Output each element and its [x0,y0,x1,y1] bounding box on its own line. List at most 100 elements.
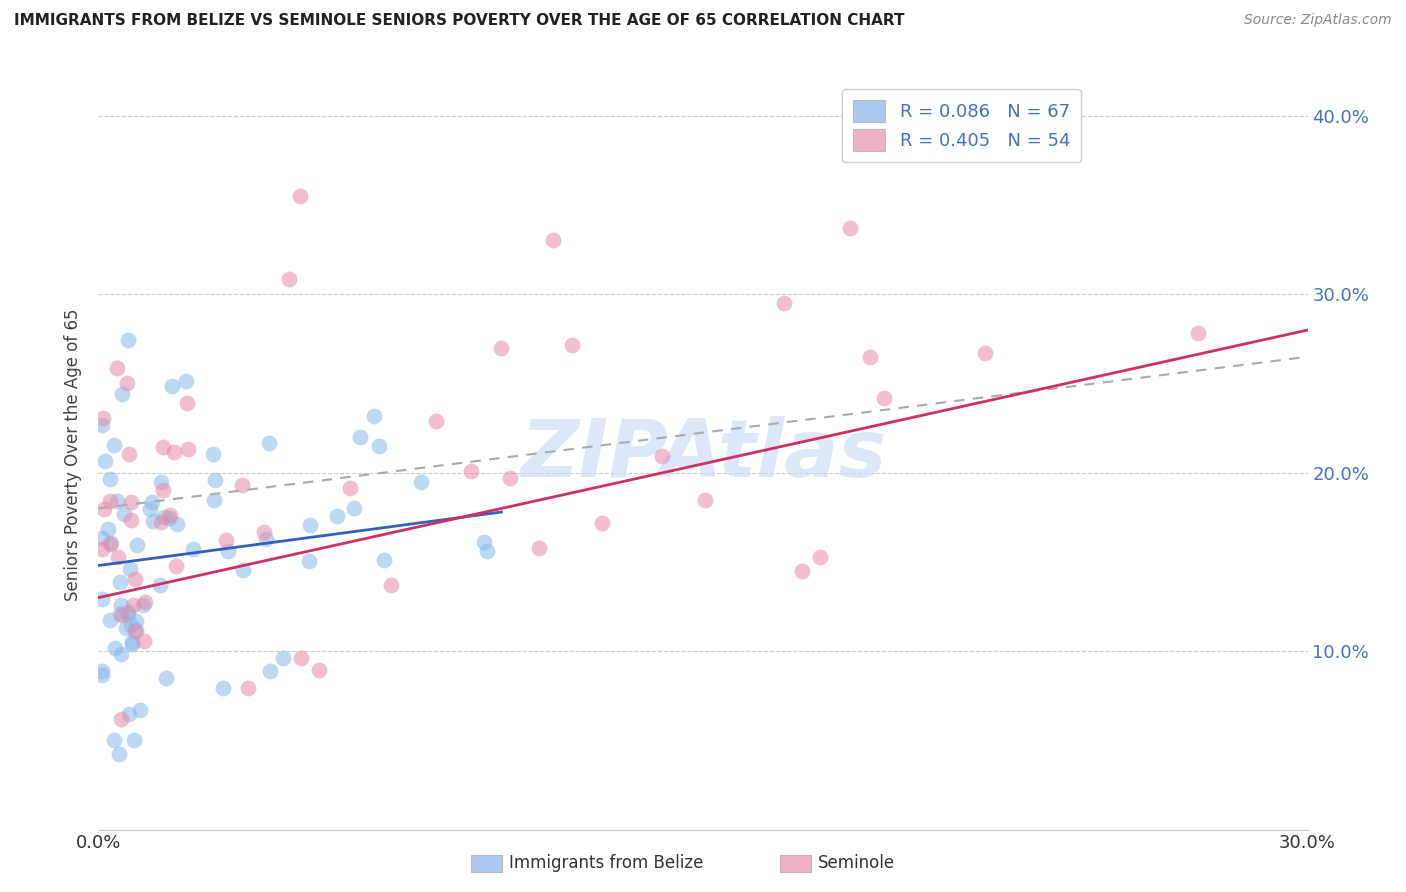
Point [91,591,114,606]
Point [290,651,312,665]
Point [271,651,294,665]
Point [298,517,321,532]
Point [160,379,183,393]
Legend: R = 0.086   N = 67, R = 0.405   N = 54: R = 0.086 N = 67, R = 0.405 N = 54 [842,89,1081,162]
Point [288,189,311,203]
Point [122,598,145,612]
Point [125,538,148,552]
Point [254,532,277,546]
Point [91,411,114,425]
Point [425,414,447,428]
Point [277,272,299,286]
Point [104,641,127,656]
Point [527,541,550,556]
Point [790,564,813,578]
Point [149,475,172,489]
Point [110,607,132,621]
Point [772,296,794,310]
Point [97,522,120,536]
Point [128,703,150,717]
Point [107,550,129,565]
Point [98,472,121,486]
Point [112,507,135,521]
Point [177,442,200,456]
Point [215,533,238,548]
Point [204,493,226,508]
Point [118,448,141,462]
Point [117,607,139,621]
Point [124,614,146,628]
Point [93,502,115,516]
Point [159,508,181,522]
Point [231,477,253,491]
Point [326,509,349,524]
Point [165,559,187,574]
Point [163,444,186,458]
Point [368,439,391,453]
Point [155,671,177,685]
Point [157,511,180,525]
Point [380,577,402,591]
Point [149,578,172,592]
Point [118,561,141,575]
Point [808,549,831,564]
Point [460,464,482,478]
Point [409,475,432,489]
Point [859,350,882,364]
Point [91,531,114,545]
Point [232,563,254,577]
Point [120,617,142,632]
Text: ZIPAtlas: ZIPAtlas [520,416,886,494]
Point [110,387,132,401]
Point [122,733,145,747]
Point [110,598,132,612]
Point [259,664,281,678]
Point [110,712,132,726]
Point [132,633,155,648]
Point [838,221,860,235]
Point [118,706,141,721]
Point [121,634,143,648]
Point [561,337,583,351]
Point [108,574,131,589]
Point [201,447,224,461]
Point [111,608,134,623]
Point [176,395,198,409]
Point [204,473,226,487]
Point [141,495,163,509]
Point [98,494,121,508]
Point [298,554,321,568]
Point [103,732,125,747]
Point [91,668,114,682]
Point [105,360,128,375]
Point [343,501,366,516]
Point [125,623,148,637]
Point [132,599,155,613]
Point [134,595,156,609]
Point [591,516,613,530]
Point [166,517,188,532]
Point [142,514,165,528]
Point [253,524,276,539]
Point [257,436,280,450]
Point [543,233,565,247]
Point [176,374,198,388]
Point [472,534,495,549]
Point [108,747,131,762]
Point [110,647,132,661]
Point [120,513,142,527]
Point [212,681,235,696]
Point [121,637,143,651]
Point [974,346,997,360]
Text: Source: ZipAtlas.com: Source: ZipAtlas.com [1244,13,1392,28]
Point [117,376,139,390]
Point [94,454,117,468]
Point [491,341,513,355]
Point [498,471,520,485]
Point [103,438,125,452]
Point [152,510,174,524]
Point [872,392,894,406]
Point [91,418,114,433]
Point [363,409,385,424]
Point [120,494,142,508]
